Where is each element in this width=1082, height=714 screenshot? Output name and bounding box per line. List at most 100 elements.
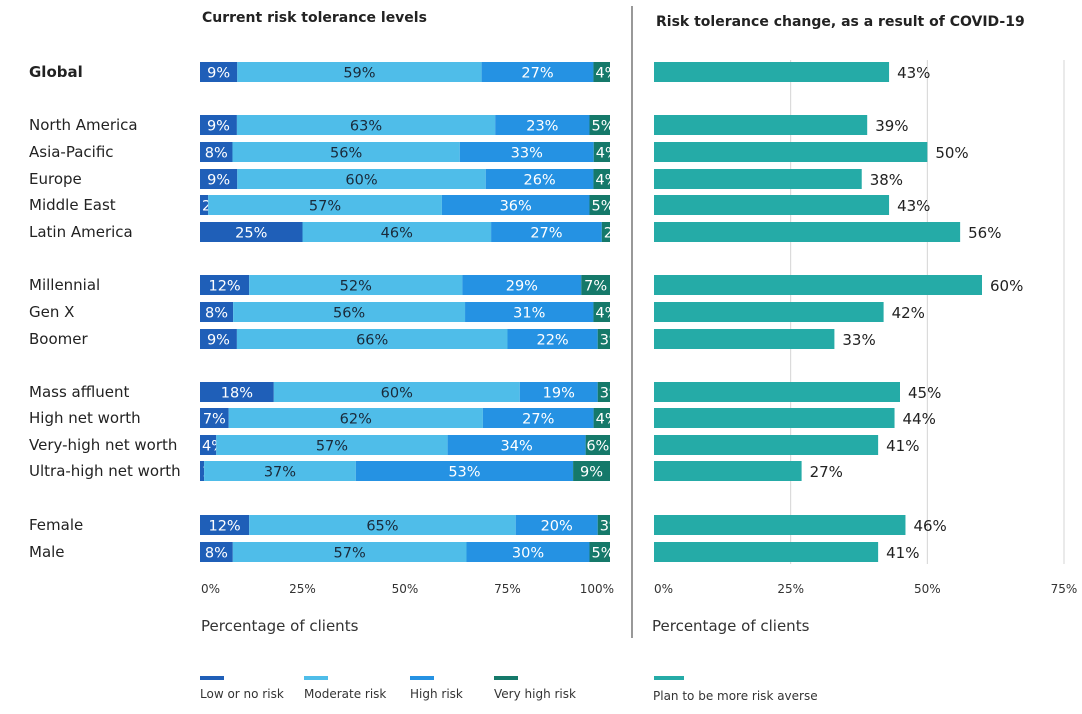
stacked-bar-segment <box>589 542 610 562</box>
segment-label: 7% <box>203 412 226 428</box>
segment-label: 18% <box>221 386 253 402</box>
category-label: North America <box>29 116 138 134</box>
segment-label: 59% <box>343 66 375 82</box>
segment-label: 4% <box>596 412 619 428</box>
stacked-bar-segment <box>200 62 238 82</box>
stacked-bar-segment <box>585 435 610 455</box>
segment-label: 46% <box>381 226 413 242</box>
left-x-tick-label: 0% <box>201 582 220 596</box>
segment-label: 26% <box>523 173 555 189</box>
stacked-bar-segment <box>237 62 482 82</box>
category-label: Very-high net worth <box>29 436 177 454</box>
segment-label: 33% <box>511 146 543 162</box>
risk-averse-bar <box>654 329 835 349</box>
risk-averse-bar <box>654 169 862 189</box>
segment-label: 9% <box>207 173 230 189</box>
segment-label: 3% <box>600 386 623 402</box>
legend-swatch <box>494 676 518 680</box>
stacked-bar-segment <box>233 302 466 322</box>
segment-label: 3% <box>600 333 623 349</box>
risk-averse-bar <box>654 275 982 295</box>
right-x-axis-label: Percentage of clients <box>652 617 810 635</box>
segment-label: 8% <box>205 546 228 562</box>
stacked-bar-segment <box>593 302 610 322</box>
bar-value-label: 43% <box>897 64 930 82</box>
stacked-bar-segment <box>597 382 610 402</box>
segment-label: 29% <box>506 279 538 295</box>
legend-swatch <box>410 676 434 680</box>
risk-averse-bar <box>654 195 890 215</box>
stacked-bar-segment <box>200 275 250 295</box>
bar-value-label: 41% <box>886 544 919 562</box>
stacked-bar-segment <box>507 329 598 349</box>
segment-label: 52% <box>340 279 372 295</box>
stacked-bar-segment <box>237 169 486 189</box>
risk-averse-bar <box>654 302 884 322</box>
segment-label: 19% <box>543 386 575 402</box>
segment-label: 27% <box>522 412 554 428</box>
segment-label: 2% <box>604 226 627 242</box>
legend-label: High risk <box>410 687 463 701</box>
stacked-bar-segment <box>589 195 610 215</box>
category-label: Global <box>29 63 83 81</box>
stacked-bar-segment <box>249 275 463 295</box>
segment-label: 56% <box>330 146 362 162</box>
stacked-bar-segment <box>232 542 467 562</box>
stacked-bar-segment <box>200 302 234 322</box>
segment-label: 6% <box>586 439 609 455</box>
segment-label: 20% <box>541 519 573 535</box>
bar-value-label: 27% <box>810 463 843 481</box>
right-x-tick-label: 0% <box>654 582 673 596</box>
segment-label: 62% <box>340 412 372 428</box>
right-x-tick-label: 75% <box>1051 582 1078 596</box>
stacked-bar-segment <box>200 115 237 135</box>
risk-averse-bar <box>654 435 879 455</box>
stacked-bar-segment <box>302 222 492 242</box>
legend-label: Very high risk <box>494 687 576 701</box>
left-x-tick-label: 75% <box>494 582 521 596</box>
stacked-bar-segment <box>249 515 516 535</box>
bar-value-label: 56% <box>968 224 1001 242</box>
stacked-bar-segment <box>466 542 590 562</box>
category-label: Asia-Pacific <box>29 143 114 161</box>
stacked-bar-segment <box>200 461 205 481</box>
category-label: Europe <box>29 170 82 188</box>
risk-averse-bar <box>654 62 890 82</box>
left-x-tick-label: 25% <box>289 582 316 596</box>
stacked-bar-segment <box>232 142 460 162</box>
legend-label: Plan to be more risk averse <box>653 689 818 703</box>
segment-label: 12% <box>208 519 240 535</box>
stacked-bar-segment <box>200 142 233 162</box>
stacked-bar-segment <box>200 382 274 402</box>
category-label: Latin America <box>29 223 133 241</box>
bar-value-label: 42% <box>892 304 925 322</box>
stacked-bar-segment <box>441 195 590 215</box>
bar-value-label: 45% <box>908 384 941 402</box>
stacked-bar-segment <box>228 408 483 428</box>
segment-label: 23% <box>526 119 558 135</box>
risk-averse-bar <box>654 142 928 162</box>
category-label: Ultra-high net worth <box>29 462 181 480</box>
legend-swatch <box>200 676 224 680</box>
stacked-bar-segment <box>200 329 237 349</box>
bar-value-label: 60% <box>990 277 1023 295</box>
segment-label: 34% <box>501 439 533 455</box>
category-label: High net worth <box>29 409 141 427</box>
category-label: Mass affluent <box>29 383 129 401</box>
stacked-bar-segment <box>465 302 594 322</box>
segment-label: 9% <box>207 66 230 82</box>
stacked-bar-segment <box>200 169 238 189</box>
segment-label: 7% <box>584 279 607 295</box>
stacked-bar-segment <box>200 195 209 215</box>
segment-label: 9% <box>207 333 230 349</box>
stacked-bar-segment <box>593 142 610 162</box>
stacked-bar-segment <box>273 382 520 402</box>
stacked-bar-segment <box>581 275 610 295</box>
stacked-bar-segment <box>519 382 598 402</box>
stacked-bar-segment <box>200 515 250 535</box>
stacked-bar-segment <box>593 408 610 428</box>
segment-label: 57% <box>316 439 348 455</box>
category-label: Middle East <box>29 196 116 214</box>
segment-label: 4% <box>595 306 618 322</box>
